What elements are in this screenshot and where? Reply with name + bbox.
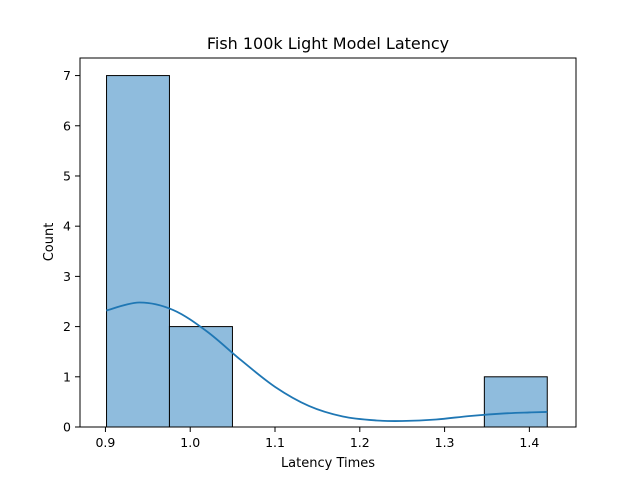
histogram-bar-6 [483, 376, 548, 428]
y-tick-label: 4 [63, 219, 71, 234]
y-axis-label: Count [42, 223, 57, 262]
kde-curve [106, 301, 548, 422]
histogram-bar-1 [168, 326, 233, 428]
chart-title: Fish 100k Light Model Latency [207, 34, 449, 53]
bars-group [106, 75, 548, 428]
y-tick-label: 3 [63, 269, 71, 284]
x-tick-label: 1.1 [265, 435, 285, 450]
x-tick-label: 0.9 [95, 435, 115, 450]
y-tick-label: 7 [63, 68, 71, 83]
x-tick-label: 1.2 [350, 435, 370, 450]
x-tick-label: 1.4 [519, 435, 539, 450]
x-tick-label: 1.0 [180, 435, 200, 450]
y-tick-label: 6 [63, 118, 71, 133]
plot-frame [79, 57, 577, 428]
x-axis-ticks: 0.9 1.0 1.1 1.2 1.3 1.4 [95, 427, 539, 450]
x-tick-label: 1.3 [435, 435, 455, 450]
y-axis-ticks: 0 1 2 3 4 5 6 7 [63, 68, 80, 435]
y-tick-label: 2 [63, 319, 71, 334]
x-axis-label: Latency Times [281, 456, 375, 471]
y-tick-label: 5 [63, 168, 71, 183]
y-tick-label: 0 [63, 420, 71, 435]
y-tick-label: 1 [63, 369, 71, 384]
histogram-bar-0 [106, 75, 170, 428]
